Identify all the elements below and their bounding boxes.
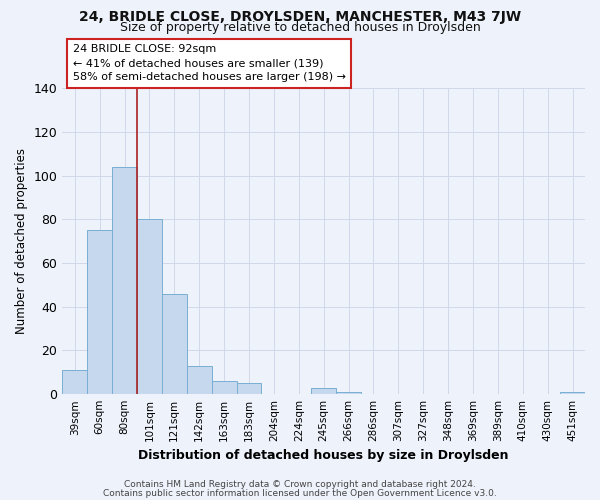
Bar <box>560 392 585 394</box>
Bar <box>112 167 137 394</box>
Bar <box>236 384 262 394</box>
Text: Contains HM Land Registry data © Crown copyright and database right 2024.: Contains HM Land Registry data © Crown c… <box>124 480 476 489</box>
Bar <box>62 370 87 394</box>
Bar <box>162 294 187 394</box>
Bar <box>311 388 336 394</box>
Text: Size of property relative to detached houses in Droylsden: Size of property relative to detached ho… <box>119 21 481 34</box>
Bar <box>137 220 162 394</box>
Text: Contains public sector information licensed under the Open Government Licence v3: Contains public sector information licen… <box>103 488 497 498</box>
Bar <box>87 230 112 394</box>
Y-axis label: Number of detached properties: Number of detached properties <box>15 148 28 334</box>
X-axis label: Distribution of detached houses by size in Droylsden: Distribution of detached houses by size … <box>139 450 509 462</box>
Bar <box>336 392 361 394</box>
Bar <box>187 366 212 394</box>
Text: 24, BRIDLE CLOSE, DROYLSDEN, MANCHESTER, M43 7JW: 24, BRIDLE CLOSE, DROYLSDEN, MANCHESTER,… <box>79 10 521 24</box>
Text: 24 BRIDLE CLOSE: 92sqm
← 41% of detached houses are smaller (139)
58% of semi-de: 24 BRIDLE CLOSE: 92sqm ← 41% of detached… <box>73 44 346 82</box>
Bar <box>212 381 236 394</box>
